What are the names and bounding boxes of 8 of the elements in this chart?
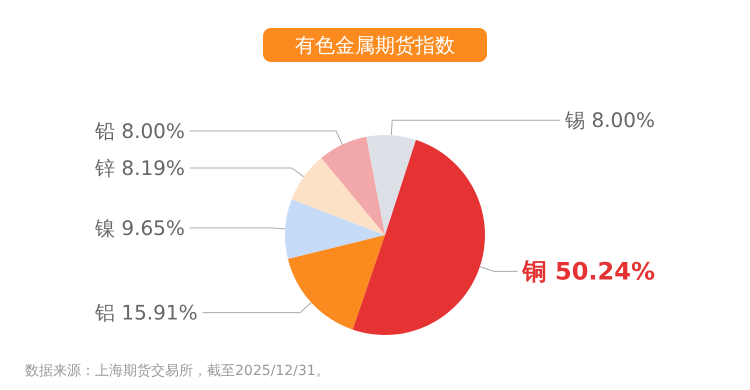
source-note: 数据来源：上海期货交易所，截至2025/12/31。 xyxy=(25,363,330,379)
slice-label: 铝 15.91% xyxy=(94,300,198,325)
chart-title: 有色金属期货指数 xyxy=(295,33,455,57)
slice-label: 镍 9.65% xyxy=(94,216,185,240)
slice-label: 铜 50.24% xyxy=(522,257,655,286)
slice-label: 锡 8.00% xyxy=(564,108,655,132)
slice-label: 铅 8.00% xyxy=(94,118,185,143)
slice-label: 锌 8.19% xyxy=(94,156,185,180)
